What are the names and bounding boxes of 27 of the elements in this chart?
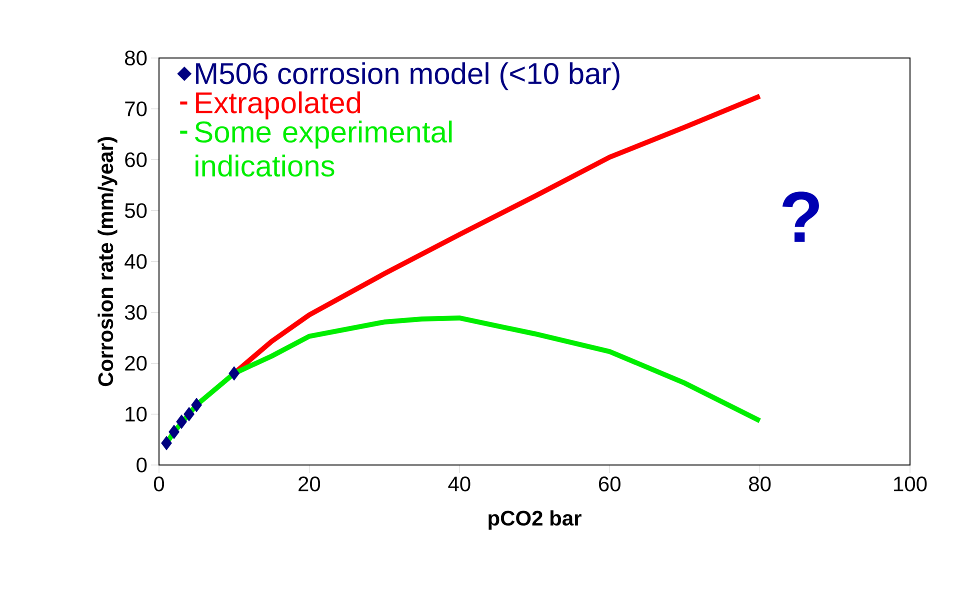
point: [168, 424, 180, 440]
y-tick-label: 0: [136, 458, 147, 472]
y-tick-label: 50: [124, 203, 147, 218]
annotation: ?: [782, 192, 819, 242]
x-tick-label: 100: [894, 476, 927, 492]
x-tick-label: 80: [749, 476, 771, 492]
point: [184, 406, 194, 422]
x-tick-label: 60: [598, 476, 620, 492]
point: [176, 414, 187, 429]
y-axis-title: Corrosion rate (mm/year): [98, 137, 118, 386]
y-tick-label: 10: [126, 406, 147, 422]
point: [228, 366, 240, 381]
y-tick-label: 40: [124, 254, 147, 269]
y-tick-label: 70: [125, 101, 147, 116]
x-axis-title: pCO2 bar: [488, 510, 582, 530]
point: [161, 436, 172, 450]
legend-label: Extrapolated: [196, 91, 360, 120]
x-tick-label: 20: [298, 476, 320, 492]
y-tick-label: 30: [124, 304, 147, 320]
legend-label: Some experimental indications: [194, 120, 452, 177]
y-tick-label: 20: [125, 356, 147, 371]
y-tick-label: 60: [125, 152, 147, 168]
x-tick-label: 40: [448, 476, 470, 492]
y-tick-label: 80: [125, 50, 147, 66]
legend-label: M506 corrosion model (<10 bar): [196, 62, 620, 90]
point: [191, 398, 202, 412]
x-tick-label: 0: [154, 476, 164, 492]
